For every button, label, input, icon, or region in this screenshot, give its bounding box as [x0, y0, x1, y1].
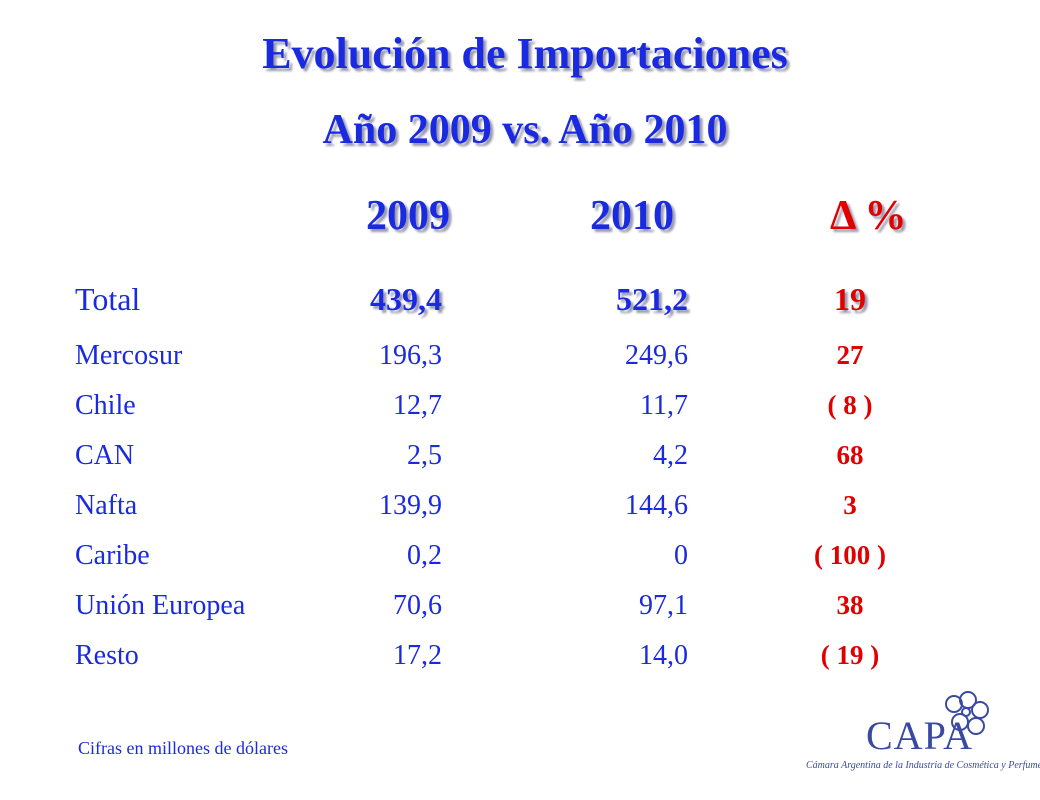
value-2010: 14,0 [639, 640, 688, 671]
table-row-total: Total 439,4 521,2 19 [0, 281, 1040, 332]
row-label: CAN [75, 440, 135, 471]
value-2010: 249,6 [625, 340, 688, 371]
value-2009: 439,4 [370, 281, 442, 317]
table-row: Mercosur 196,3 249,6 27 [0, 340, 1040, 388]
row-label: Nafta [75, 490, 138, 521]
value-2010: 97,1 [639, 590, 688, 621]
table-row: Nafta 139,9 144,6 3 [0, 490, 1040, 538]
capa-logo: CAPA Cámara Argentina de la Industria de… [800, 690, 1040, 790]
header-2009: 2009 [366, 193, 450, 239]
value-2009: 139,9 [379, 490, 442, 521]
value-2009: 0,2 [407, 540, 442, 571]
table-row: Unión Europea 70,6 97,1 38 [0, 590, 1040, 638]
value-delta: 3 [843, 490, 857, 520]
value-2010: 11,7 [640, 390, 688, 421]
logo-caption: Cámara Argentina de la Industria de Cosm… [806, 760, 1040, 771]
value-2010: 144,6 [625, 490, 688, 521]
value-delta: 38 [836, 590, 864, 620]
flower-icon [945, 691, 989, 735]
header-2010: 2010 [590, 193, 674, 239]
value-delta: ( 100 ) [814, 540, 886, 570]
value-2010: 521,2 [616, 281, 688, 317]
row-label: Unión Europea [75, 590, 246, 621]
row-label: Caribe [75, 540, 150, 571]
value-delta: ( 8 ) [827, 390, 873, 420]
value-2009: 70,6 [393, 590, 442, 621]
page-title: Evolución de Importaciones [262, 29, 788, 78]
row-label: Resto [75, 640, 139, 671]
table-row: CAN 2,5 4,2 68 [0, 440, 1040, 488]
row-label: Chile [75, 390, 136, 421]
table-row: Chile 12,7 11,7 ( 8 ) [0, 390, 1040, 438]
value-2009: 196,3 [379, 340, 442, 371]
value-2010: 0 [674, 540, 688, 571]
value-delta: ( 19 ) [820, 640, 880, 670]
footnote: Cifras en millones de dólares [78, 738, 288, 758]
value-delta: 19 [834, 281, 866, 317]
header-delta-percent: Δ % [830, 193, 907, 239]
value-2009: 17,2 [393, 640, 442, 671]
value-2010: 4,2 [653, 440, 688, 471]
table-row: Caribe 0,2 0 ( 100 ) [0, 540, 1040, 588]
row-label: Total [75, 281, 141, 317]
value-delta: 68 [836, 440, 864, 470]
value-2009: 12,7 [393, 390, 442, 421]
row-label: Mercosur [75, 340, 183, 371]
value-delta: 27 [836, 340, 864, 370]
value-2009: 2,5 [407, 440, 442, 471]
table-row: Resto 17,2 14,0 ( 19 ) [0, 640, 1040, 688]
logo-name: CAPA [866, 713, 974, 758]
page-subtitle: Año 2009 vs. Año 2010 [322, 107, 728, 153]
